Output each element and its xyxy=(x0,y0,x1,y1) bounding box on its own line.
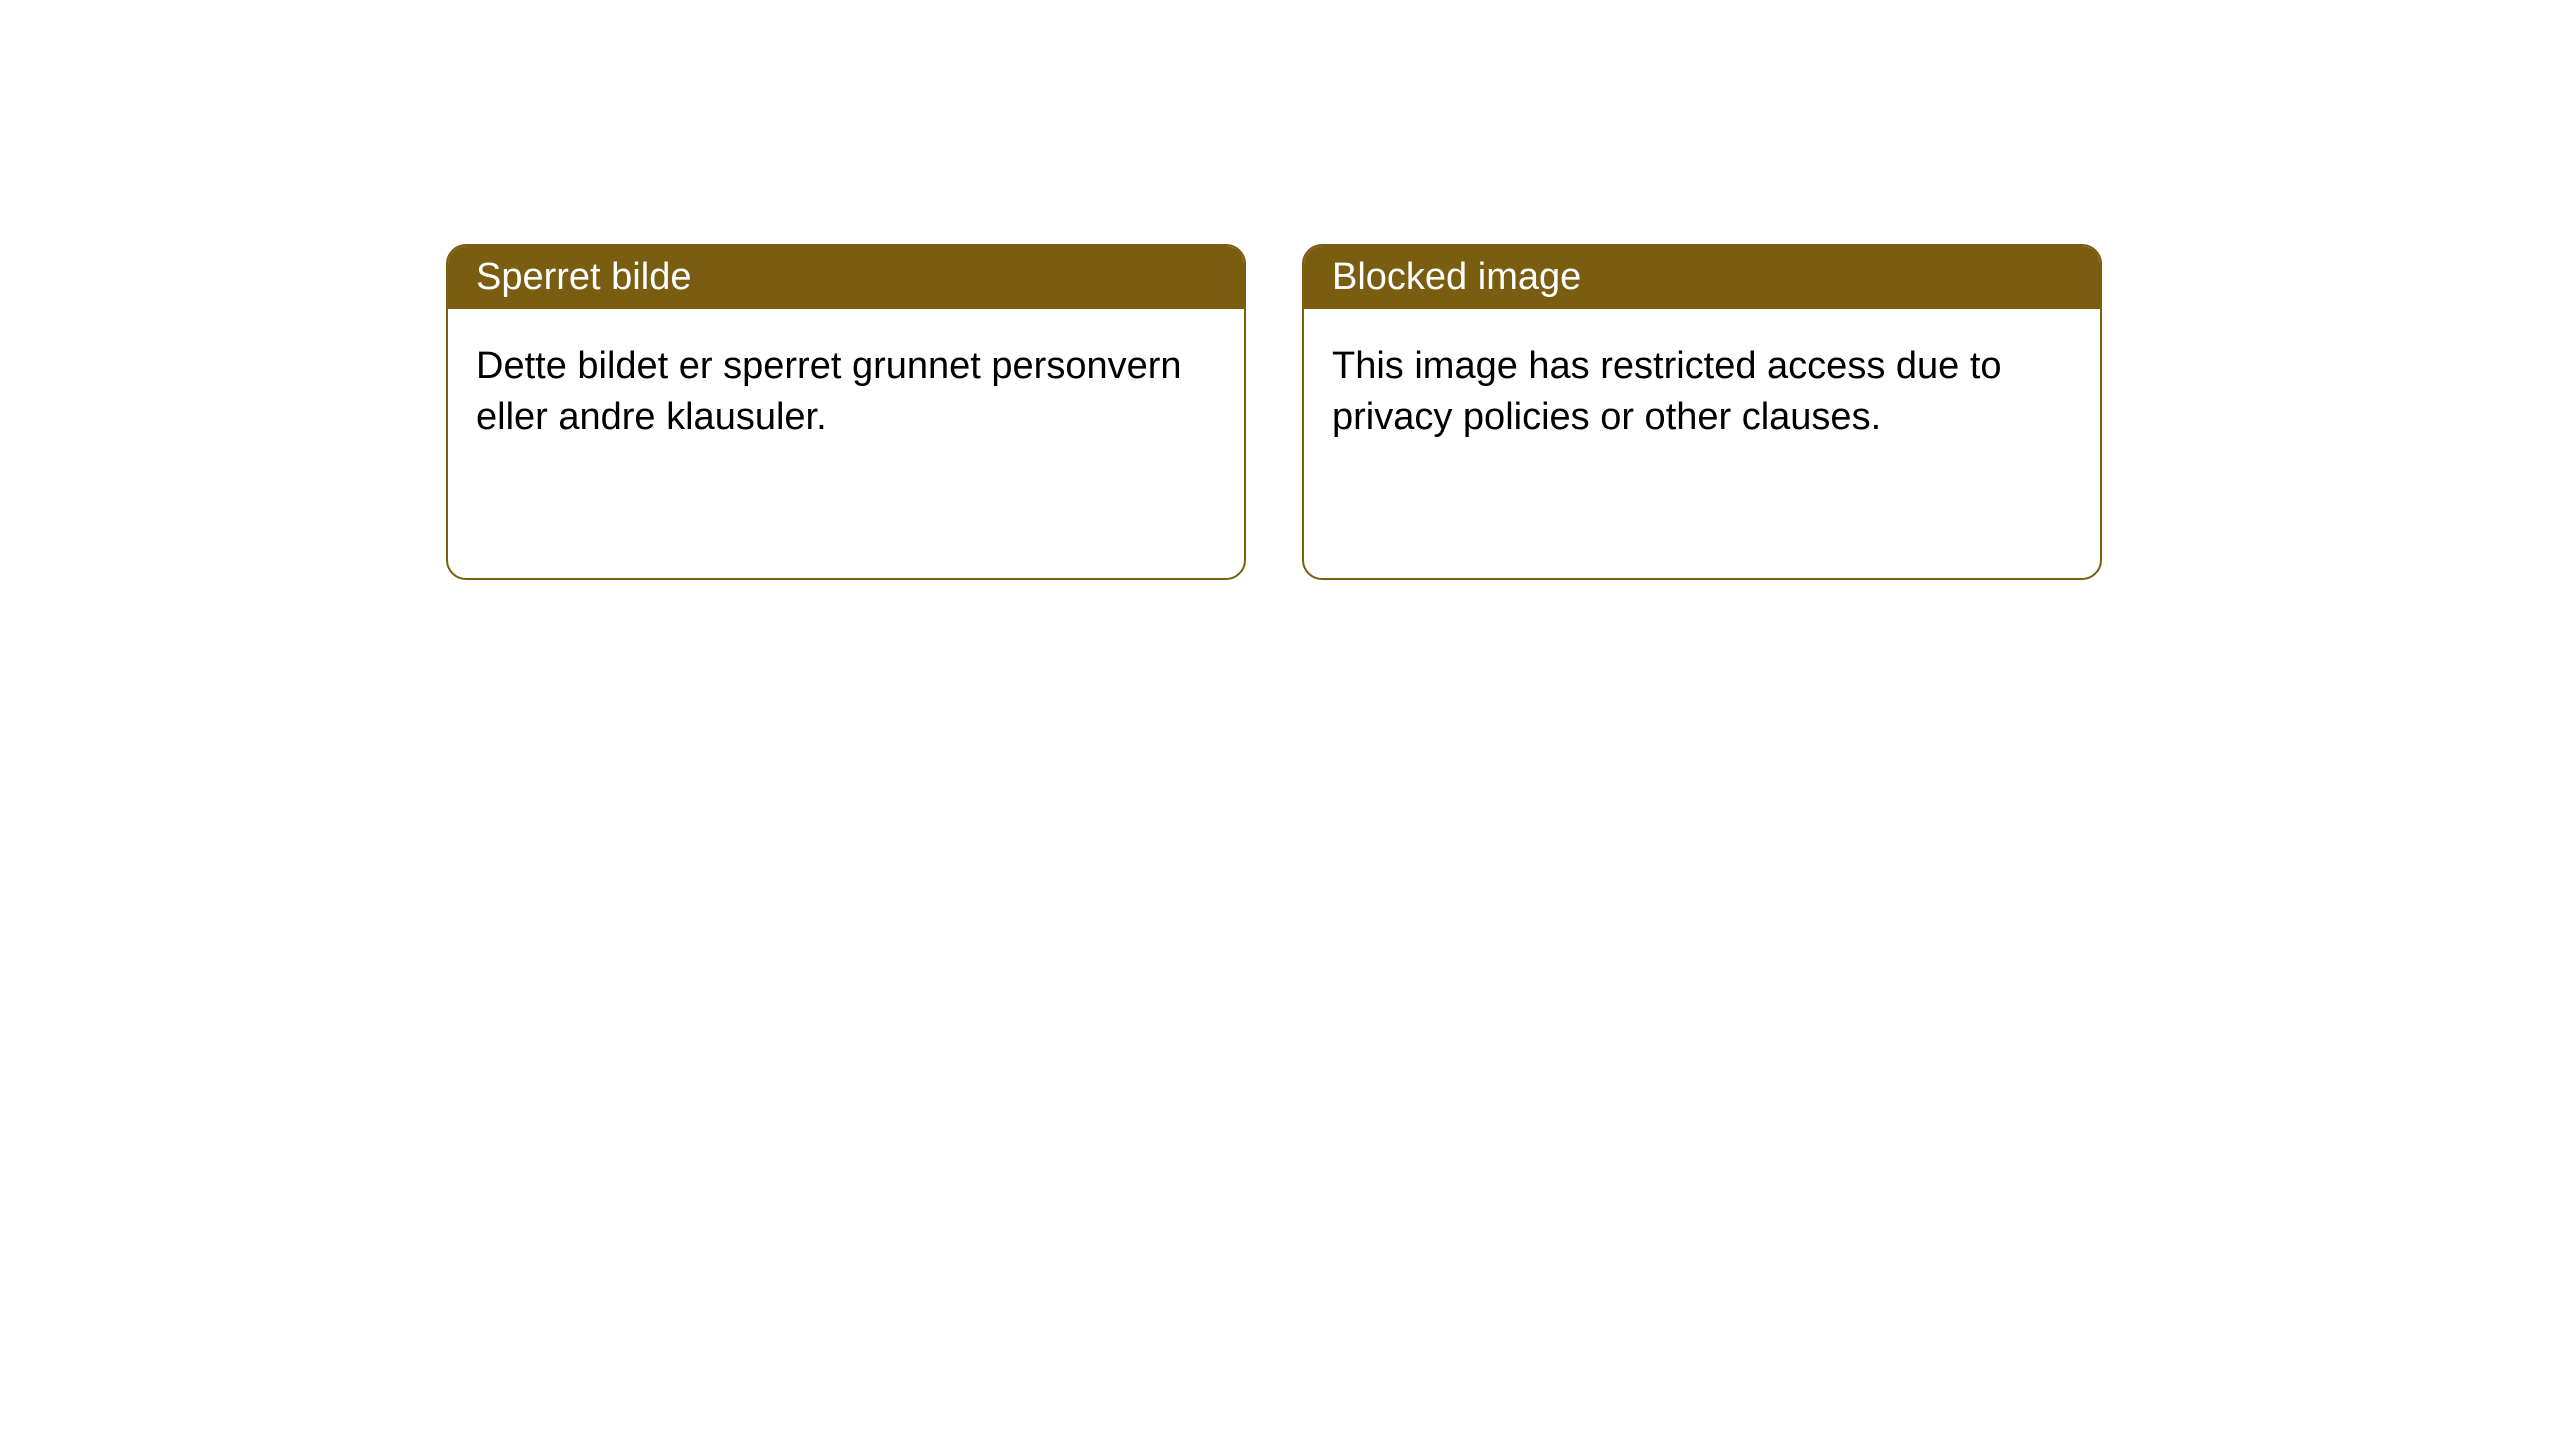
card-body-no: Dette bildet er sperret grunnet personve… xyxy=(448,309,1244,476)
card-body-text: This image has restricted access due to … xyxy=(1332,345,2002,438)
card-header-en: Blocked image xyxy=(1304,246,2100,309)
card-header-text: Sperret bilde xyxy=(476,256,691,298)
notice-container: Sperret bilde Dette bildet er sperret gr… xyxy=(446,244,2102,580)
blocked-image-card-no: Sperret bilde Dette bildet er sperret gr… xyxy=(446,244,1246,580)
card-header-no: Sperret bilde xyxy=(448,246,1244,309)
blocked-image-card-en: Blocked image This image has restricted … xyxy=(1302,244,2102,580)
card-body-en: This image has restricted access due to … xyxy=(1304,309,2100,476)
card-body-text: Dette bildet er sperret grunnet personve… xyxy=(476,345,1182,438)
card-header-text: Blocked image xyxy=(1332,256,1581,298)
